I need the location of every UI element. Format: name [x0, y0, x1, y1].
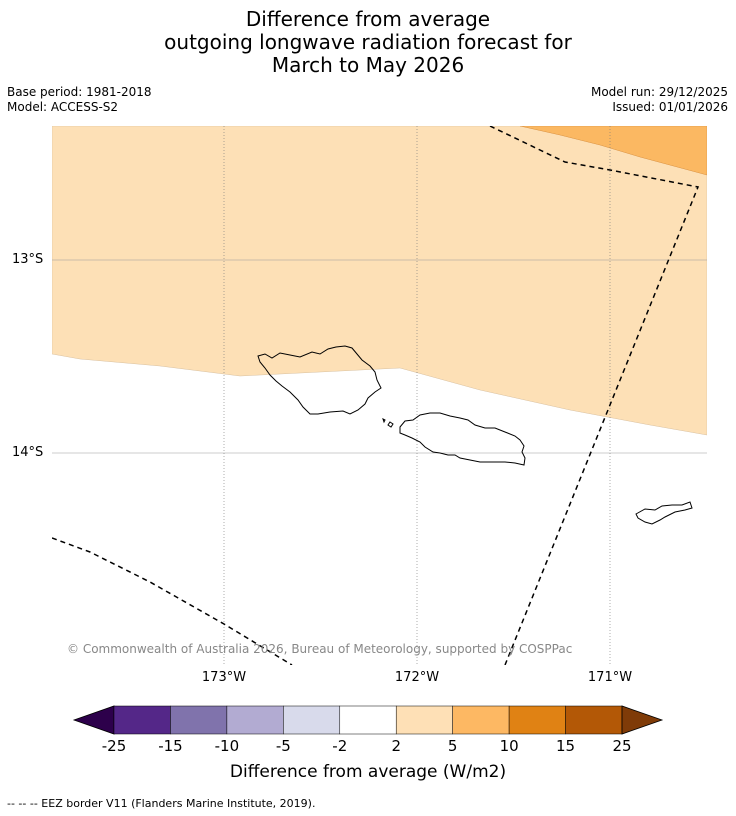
lon-label-171w: 171°W: [587, 670, 633, 685]
colorbar-tick: 5: [447, 737, 458, 755]
copyright-notice: © Commonwealth of Australia 2026, Bureau…: [67, 642, 573, 656]
map-area: [52, 126, 707, 665]
base-period: Base period: 1981-2018: [7, 85, 152, 99]
colorbar-tick: -15: [158, 737, 183, 755]
title-line-2: outgoing longwave radiation forecast for: [164, 30, 572, 54]
model-name: Model: ACCESS-S2: [7, 100, 119, 114]
island-tutuila: [635, 501, 693, 525]
eez-border-east: [489, 126, 700, 665]
island-apolima: [382, 418, 386, 424]
chart-title: Difference from average outgoing longwav…: [0, 8, 736, 77]
colorbar-tick: 10: [499, 737, 519, 755]
title-line-3: March to May 2026: [271, 53, 465, 77]
island-manono: [387, 421, 394, 428]
lon-label-173w: 173°W: [201, 670, 247, 685]
colorbar-label: Difference from average (W/m2): [229, 762, 507, 782]
anomaly-region-2-to-5: [52, 126, 707, 436]
colorbar-tick: -25: [101, 737, 127, 755]
colorbar-tick: -5: [275, 737, 291, 755]
lat-label-14s: 14°S: [12, 445, 44, 460]
model-run: Model run: 29/12/2025: [590, 85, 728, 99]
colorbar-tick: 15: [556, 737, 576, 755]
meta-right: Model run: 29/12/2025 Issued: 01/01/2026: [591, 85, 728, 115]
lon-label-172w: 172°W: [394, 670, 440, 685]
anomaly-region-5-to-10: [519, 126, 707, 176]
colorbar-tick: 2: [391, 737, 401, 755]
issued-date: Issued: 01/01/2026: [612, 100, 728, 114]
colorbar-tick: -10: [214, 737, 240, 755]
gridlines: [52, 126, 707, 665]
island-savaii: [257, 345, 382, 415]
colorbar-tick: -2: [332, 737, 348, 755]
island-upolu: [399, 412, 526, 466]
title-line-1: Difference from average: [245, 7, 491, 31]
lat-label-13s: 13°S: [12, 252, 44, 267]
colorbar-tick: 25: [612, 737, 632, 755]
eez-border-southwest: [52, 537, 293, 665]
eez-legend-note: -- -- -- EEZ border V11 (Flanders Marine…: [7, 797, 316, 810]
meta-left: Base period: 1981-2018 Model: ACCESS-S2: [7, 85, 152, 115]
